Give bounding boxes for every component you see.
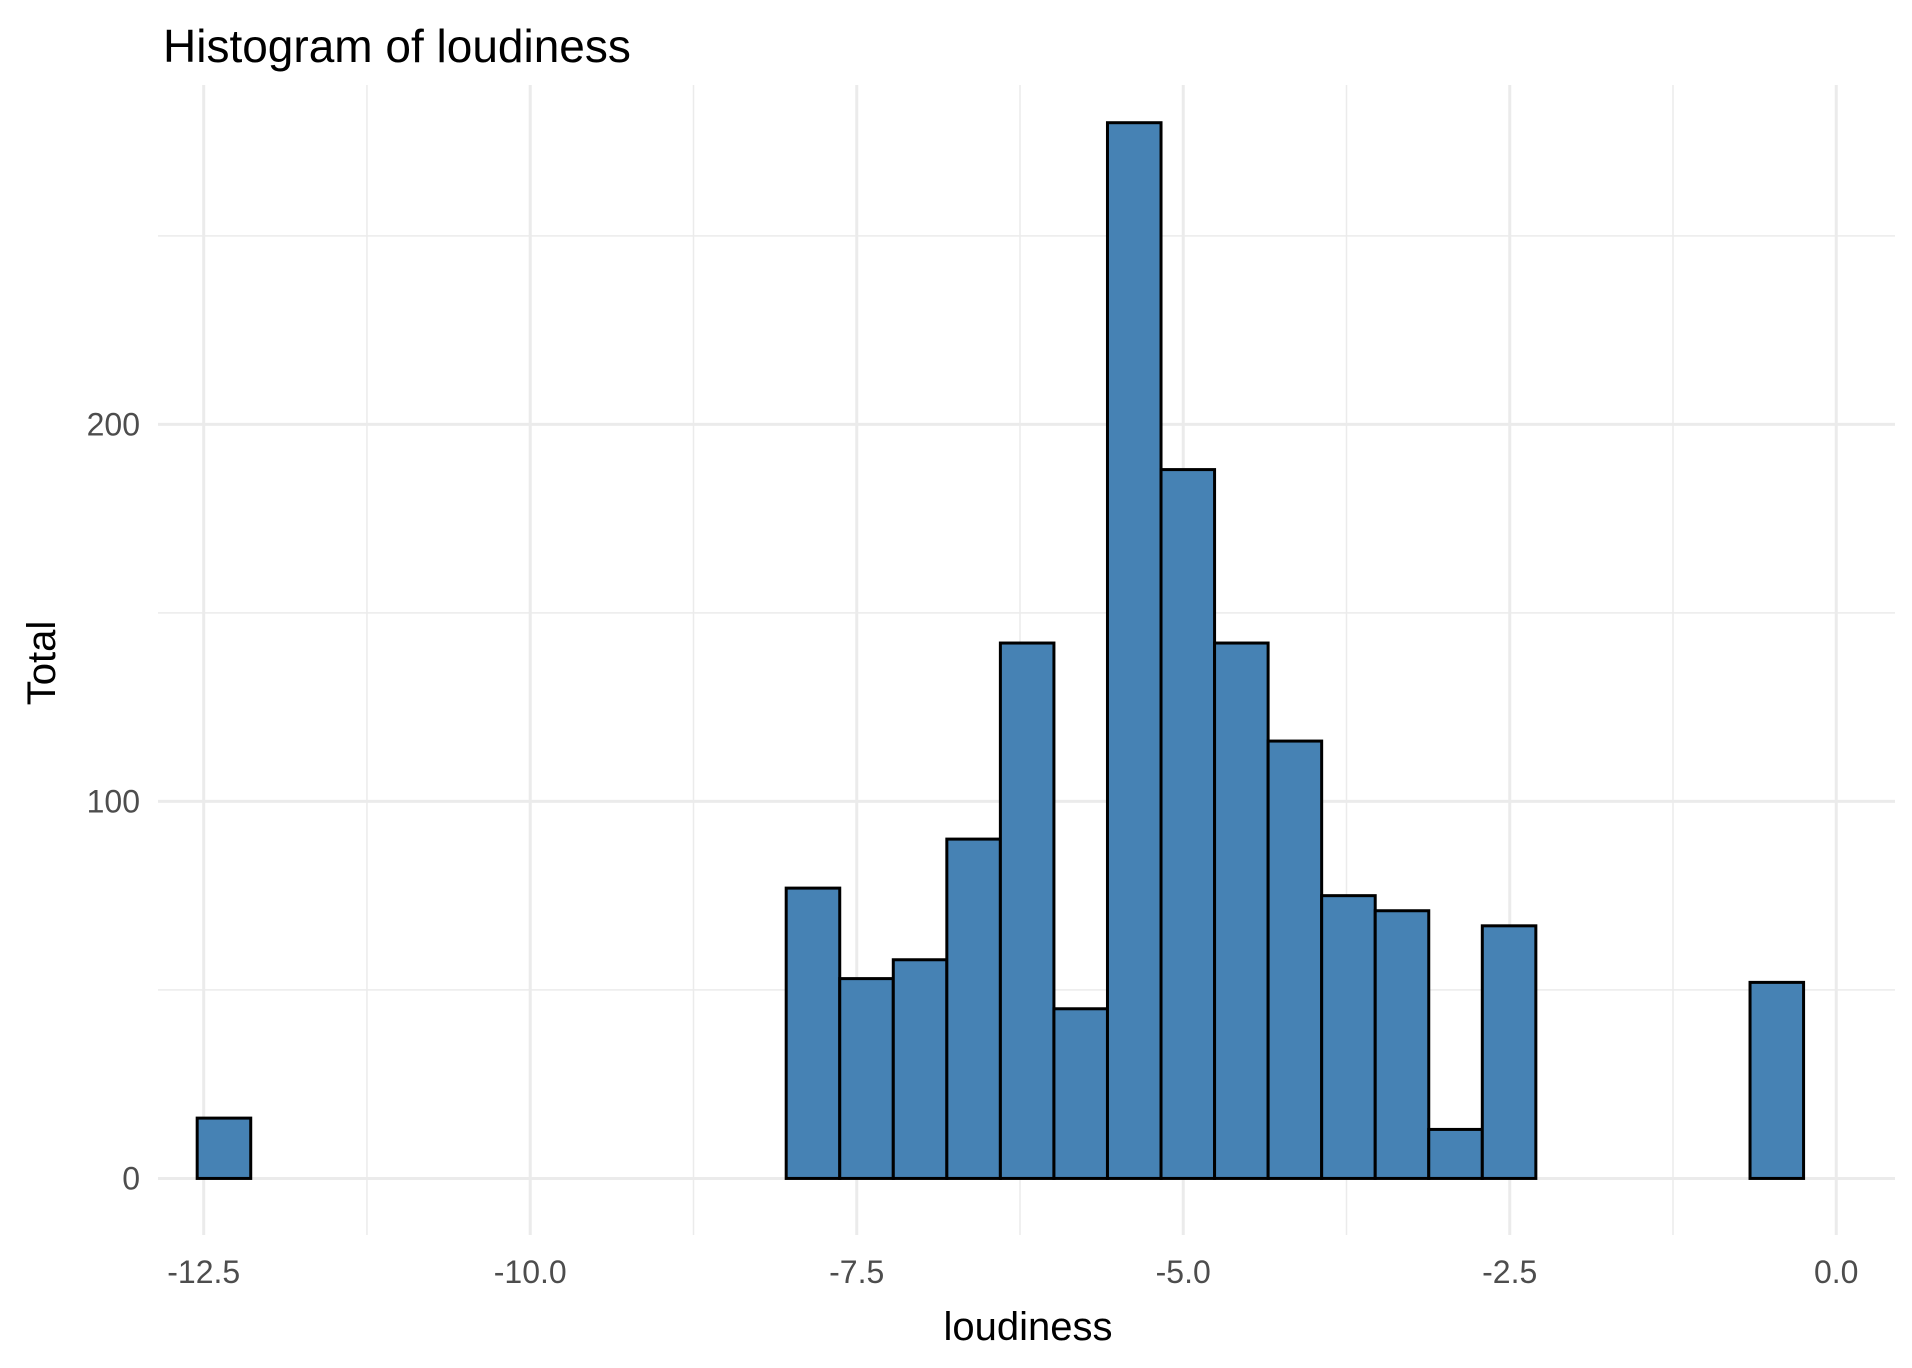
histogram-bar [998,641,1056,1180]
chart-title: Histogram of loudiness [163,20,631,72]
x-tick-label: -2.5 [1482,1254,1537,1290]
histogram-bar [1480,924,1538,1180]
x-axis-ticks: -12.5 -10.0 -7.5 -5.0 -2.5 0.0 [167,1254,1858,1290]
histogram-bar [1266,739,1324,1180]
y-tick-label: 200 [87,406,140,442]
histogram-bar [1052,1007,1109,1180]
x-tick-label: -10.0 [494,1254,567,1290]
y-axis-ticks: 0 100 200 [87,406,140,1196]
y-tick-label: 100 [87,783,140,819]
histogram-bars [195,121,1806,1180]
histogram-bar [1748,980,1806,1180]
histogram-bar [891,958,949,1180]
histogram-bar [1213,641,1270,1180]
x-tick-label: -5.0 [1156,1254,1211,1290]
x-tick-label: -7.5 [829,1254,884,1290]
histogram-bar [195,1116,253,1180]
y-tick-label: 0 [122,1160,140,1196]
histogram-bar [838,977,895,1180]
histogram-bar [945,837,1002,1180]
histogram-bar [1373,909,1431,1180]
y-axis-title: Total [20,621,64,706]
x-tick-label: 0.0 [1814,1254,1858,1290]
histogram-bar [1159,468,1217,1180]
histogram-bar [1427,1127,1484,1180]
histogram-bar [1320,894,1377,1180]
x-axis-title: loudiness [943,1305,1112,1349]
histogram-bar [1105,121,1163,1180]
histogram-bar [784,886,842,1180]
x-tick-label: -12.5 [167,1254,240,1290]
